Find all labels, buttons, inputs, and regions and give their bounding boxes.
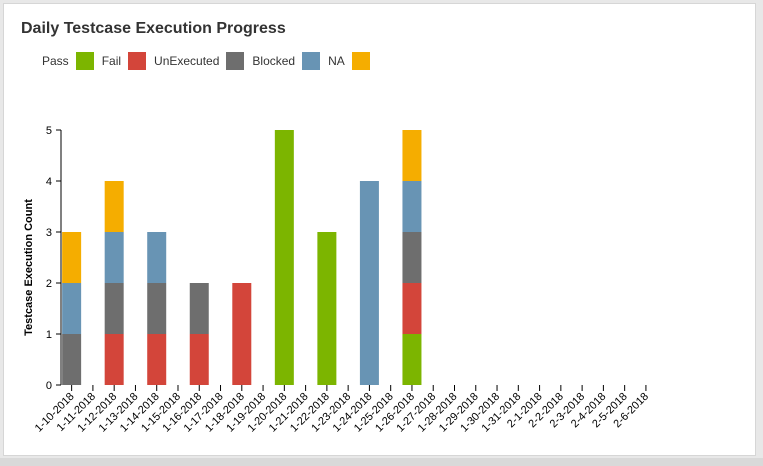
- bar-pass-1-20-2018[interactable]: [274, 130, 294, 385]
- y-tick-label: 4: [46, 176, 52, 188]
- legend-swatch-fail[interactable]: [128, 52, 147, 70]
- bar-blocked-1-26-2018[interactable]: [402, 181, 422, 232]
- bar-fail-1-12-2018[interactable]: [104, 334, 124, 385]
- bar-blocked-1-14-2018[interactable]: [147, 232, 167, 283]
- y-axis-label: Testcase Execution Count: [23, 199, 35, 336]
- bar-fail-1-16-2018[interactable]: [189, 334, 209, 385]
- bar-pass-1-22-2018[interactable]: [317, 232, 337, 385]
- chart-panel: Daily Testcase Execution Progress Pass Fa…: [3, 3, 756, 456]
- bar-fail-1-18-2018[interactable]: [232, 283, 252, 385]
- y-tick-label: 3: [46, 227, 52, 239]
- legend-label-pass[interactable]: Pass: [42, 54, 69, 68]
- y-tick-label: 2: [46, 278, 52, 290]
- legend-label-na[interactable]: NA: [328, 54, 345, 68]
- bar-blocked-1-12-2018[interactable]: [104, 232, 124, 283]
- legend-label-unexecuted[interactable]: UnExecuted: [154, 54, 220, 68]
- bar-unexecuted-1-26-2018[interactable]: [402, 232, 422, 283]
- bar-unexecuted-1-12-2018[interactable]: [104, 283, 124, 334]
- horizontal-scrollbar[interactable]: [0, 458, 763, 466]
- chart-title: Daily Testcase Execution Progress: [21, 20, 286, 37]
- legend-swatch-na[interactable]: [351, 52, 370, 70]
- bar-pass-1-26-2018[interactable]: [402, 334, 422, 385]
- legend-swatch-pass[interactable]: [75, 52, 94, 70]
- bar-fail-1-26-2018[interactable]: [402, 283, 422, 334]
- bar-unexecuted-1-10-2018[interactable]: [62, 334, 82, 385]
- bar-blocked-1-24-2018[interactable]: [359, 181, 379, 385]
- legend-swatch-blocked[interactable]: [302, 52, 321, 70]
- chart-legend: Pass Fail UnExecuted Blocked NA: [42, 52, 378, 70]
- legend-label-fail[interactable]: Fail: [101, 54, 122, 68]
- bar-na-1-26-2018[interactable]: [402, 130, 422, 181]
- legend-swatch-unexecuted[interactable]: [226, 52, 245, 70]
- bar-na-1-12-2018[interactable]: [104, 181, 124, 232]
- legend-label-blocked[interactable]: Blocked: [252, 54, 296, 68]
- y-tick-label: 5: [46, 125, 52, 137]
- y-tick-label: 1: [46, 329, 52, 341]
- bar-na-1-10-2018[interactable]: [62, 232, 82, 283]
- bar-unexecuted-1-14-2018[interactable]: [147, 283, 167, 334]
- y-tick-label: 0: [46, 380, 52, 392]
- bar-blocked-1-10-2018[interactable]: [62, 283, 82, 334]
- bar-unexecuted-1-16-2018[interactable]: [189, 283, 209, 334]
- bar-fail-1-14-2018[interactable]: [147, 334, 167, 385]
